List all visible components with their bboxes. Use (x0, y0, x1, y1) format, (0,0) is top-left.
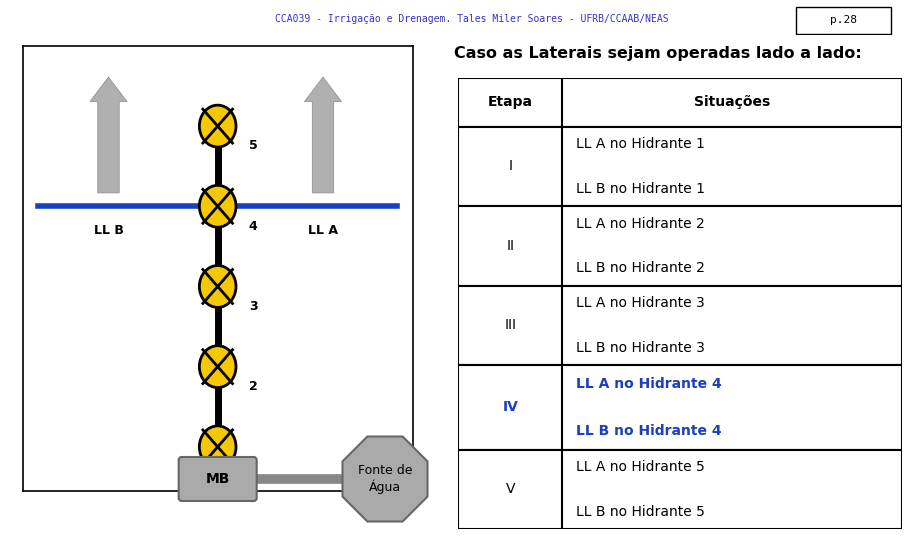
Text: 1: 1 (249, 460, 258, 473)
FancyArrow shape (305, 77, 342, 193)
Text: LL A no Hidrante 5: LL A no Hidrante 5 (576, 460, 705, 474)
Text: LL B no Hidrante 2: LL B no Hidrante 2 (576, 261, 705, 275)
Text: 3: 3 (249, 300, 258, 313)
Bar (458, 78, 902, 126)
Circle shape (200, 266, 236, 307)
Text: LL B no Hidrante 3: LL B no Hidrante 3 (576, 341, 705, 355)
Text: Fonte de: Fonte de (357, 464, 413, 477)
Text: IV: IV (502, 401, 518, 414)
Text: 4: 4 (249, 220, 258, 233)
Circle shape (200, 105, 236, 147)
Text: Água: Água (369, 480, 401, 494)
FancyBboxPatch shape (795, 7, 892, 33)
Text: 5: 5 (249, 139, 258, 152)
Text: Situações: Situações (695, 96, 771, 110)
Bar (458, 286, 902, 365)
Text: LL B no Hidrante 1: LL B no Hidrante 1 (576, 181, 705, 195)
Text: LL B no Hidrante 4: LL B no Hidrante 4 (576, 424, 721, 438)
Text: III: III (504, 319, 516, 333)
Text: LL A no Hidrante 4: LL A no Hidrante 4 (576, 377, 722, 391)
Circle shape (200, 346, 236, 388)
Text: LL B: LL B (93, 224, 123, 237)
Text: V: V (505, 482, 515, 496)
FancyArrow shape (90, 77, 127, 193)
Text: LL A no Hidrante 1: LL A no Hidrante 1 (576, 137, 705, 151)
Bar (458, 206, 902, 286)
Text: LL A: LL A (308, 224, 338, 237)
Text: Caso as Laterais sejam operadas lado a lado:: Caso as Laterais sejam operadas lado a l… (454, 46, 862, 61)
Text: CCA039 - Irrigação e Drenagem. Tales Miler Soares - UFRB/CCAAB/NEAS: CCA039 - Irrigação e Drenagem. Tales Mil… (275, 14, 668, 24)
Circle shape (200, 185, 236, 227)
Text: MB: MB (206, 472, 229, 486)
FancyBboxPatch shape (179, 457, 257, 501)
Bar (458, 365, 902, 450)
Text: p.28: p.28 (830, 15, 857, 25)
Text: Etapa: Etapa (488, 96, 532, 110)
Text: LL B no Hidrante 5: LL B no Hidrante 5 (576, 505, 705, 519)
Text: LL A no Hidrante 3: LL A no Hidrante 3 (576, 296, 705, 310)
Polygon shape (343, 436, 427, 522)
Circle shape (200, 426, 236, 468)
Text: LL A no Hidrante 2: LL A no Hidrante 2 (576, 217, 705, 231)
Bar (458, 126, 902, 206)
Text: 2: 2 (249, 380, 258, 393)
Text: II: II (506, 239, 514, 253)
Bar (458, 450, 902, 529)
Text: I: I (508, 159, 512, 173)
